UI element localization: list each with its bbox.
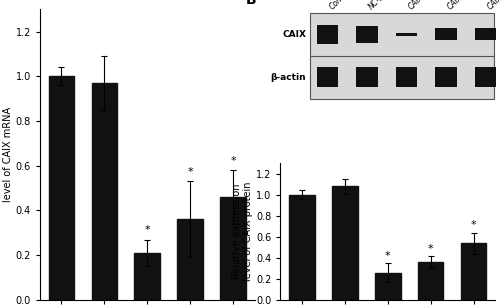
Bar — [92, 83, 118, 300]
Text: *: * — [470, 220, 476, 230]
Bar — [435, 67, 456, 87]
Bar — [48, 76, 74, 300]
Bar — [460, 243, 486, 300]
Text: Control: Control — [328, 0, 353, 11]
Bar — [310, 13, 494, 99]
Text: *: * — [144, 225, 150, 235]
Bar — [134, 253, 160, 300]
Bar — [435, 28, 456, 40]
Bar — [375, 273, 400, 300]
Bar — [396, 67, 417, 87]
Text: CAIX: CAIX — [282, 30, 306, 39]
Bar — [317, 67, 338, 87]
Text: CAIX-siRNA1: CAIX-siRNA1 — [406, 0, 447, 11]
Bar — [356, 26, 378, 43]
Text: *: * — [428, 244, 434, 254]
Text: CAIX-siRNA3: CAIX-siRNA3 — [486, 0, 500, 11]
Bar — [289, 195, 314, 300]
Text: NC-siRNA: NC-siRNA — [367, 0, 399, 11]
Text: B: B — [246, 0, 256, 7]
Y-axis label: Relative expression
level of CAIX mRNA: Relative expression level of CAIX mRNA — [0, 107, 13, 202]
Bar — [332, 186, 357, 300]
Bar — [220, 197, 246, 300]
Text: *: * — [385, 251, 390, 261]
Text: β-actin: β-actin — [270, 73, 306, 82]
Bar — [418, 262, 444, 300]
Bar — [317, 24, 338, 44]
Text: *: * — [230, 156, 236, 166]
Bar — [356, 67, 378, 87]
Y-axis label: Relative expression
level of CAIX protein: Relative expression level of CAIX protei… — [232, 182, 253, 281]
Bar — [178, 219, 203, 300]
Text: CAIX-siRNA2: CAIX-siRNA2 — [446, 0, 486, 11]
Text: *: * — [188, 167, 193, 177]
Bar — [474, 67, 496, 88]
Bar — [474, 28, 496, 40]
Bar — [396, 33, 417, 36]
